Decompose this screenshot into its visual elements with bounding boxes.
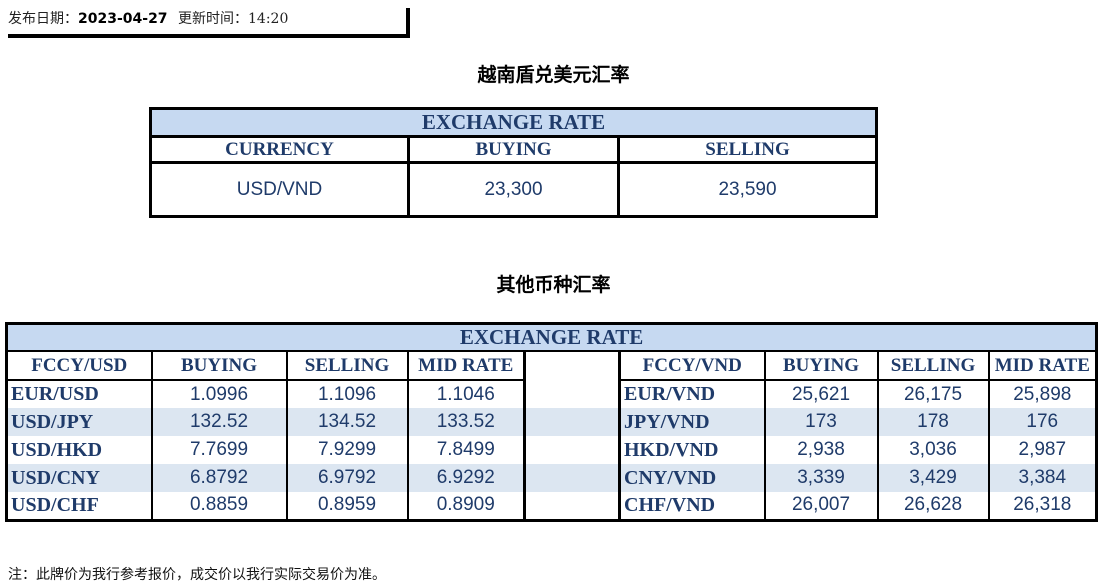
mid-rate-cell: 25,898 — [987, 380, 1099, 408]
spacer-cell — [523, 436, 621, 464]
buying-cell: 2,938 — [763, 436, 879, 464]
buying-cell: 0.8859 — [150, 492, 288, 522]
other-currencies-table: EXCHANGE RATE FCCY/USD BUYING SELLING MI… — [4, 322, 1099, 522]
mid-rate-cell: 133.52 — [406, 408, 526, 436]
column-header: BUYING — [150, 350, 288, 381]
mid-rate-cell: 0.8909 — [406, 492, 526, 522]
selling-cell: 26,628 — [876, 492, 990, 522]
pair-cell: CNY/VND — [618, 464, 766, 492]
spacer-cell — [523, 492, 621, 522]
mid-rate-cell: 7.8499 — [406, 436, 526, 464]
pair-cell: USD/HKD — [5, 436, 153, 464]
pair-cell: EUR/VND — [618, 380, 766, 408]
selling-cell: 3,429 — [876, 464, 990, 492]
selling-cell: 7.9299 — [285, 436, 409, 464]
selling-cell: 134.52 — [285, 408, 409, 436]
pair-cell: EUR/USD — [5, 380, 153, 408]
column-header: SELLING — [285, 350, 409, 381]
buying-cell: 173 — [763, 408, 879, 436]
spacer-cell — [523, 380, 621, 408]
table-row: USD/HKD 7.7699 7.9299 7.8499 HKD/VND 2,938 3,0… — [5, 436, 1099, 464]
column-header: FCCY/VND — [618, 350, 766, 381]
table-caption: EXCHANGE RATE — [4, 322, 1099, 352]
selling-cell: 6.9792 — [285, 464, 409, 492]
update-time-label: 更新时间： — [178, 11, 249, 27]
currency-cell: USD/VND — [149, 161, 410, 218]
buying-cell: 7.7699 — [150, 436, 288, 464]
selling-cell: 3,036 — [876, 436, 990, 464]
buying-cell: 26,007 — [763, 492, 879, 522]
table-row: USD/CNY 6.8792 6.9792 6.9292 CNY/VND 3,339 3,4… — [5, 464, 1099, 492]
pair-cell: USD/CNY — [5, 464, 153, 492]
selling-cell: 178 — [876, 408, 990, 436]
buying-cell: 23,300 — [407, 161, 620, 218]
vnd-usd-title: 越南盾兑美元汇率 — [477, 64, 630, 86]
selling-cell: 0.8959 — [285, 492, 409, 522]
publish-date-label: 发布日期： — [8, 11, 78, 27]
column-header: BUYING — [407, 135, 620, 164]
spacer-cell — [523, 408, 621, 436]
column-header: SELLING — [616, 135, 879, 164]
mid-rate-cell: 176 — [987, 408, 1099, 436]
column-header: SELLING — [876, 350, 990, 381]
column-header: MID RATE — [406, 350, 526, 381]
spacer-cell — [523, 464, 621, 492]
selling-cell: 1.1096 — [285, 380, 409, 408]
disclaimer-note: 注：此牌价为我行参考报价，成交价以我行实际交易价为准。 — [8, 567, 386, 583]
table-row: EUR/USD 1.0996 1.1096 1.1046 EUR/VND 25,621 26… — [5, 380, 1099, 408]
publish-info-bar: 发布日期：2023-04-27 更新时间：14:20 — [8, 8, 410, 38]
pair-cell: HKD/VND — [618, 436, 766, 464]
pair-cell: JPY/VND — [618, 408, 766, 436]
usd-vnd-table: EXCHANGE RATE CURRENCY BUYING SELLING US… — [148, 107, 879, 218]
mid-rate-cell: 3,384 — [987, 464, 1099, 492]
other-currencies-title: 其他币种汇率 — [496, 274, 611, 296]
buying-cell: 132.52 — [150, 408, 288, 436]
mid-rate-cell: 1.1046 — [406, 380, 526, 408]
spacer-cell — [523, 350, 621, 380]
table-row: USD/CHF 0.8859 0.8959 0.8909 CHF/VND 26,007 26… — [5, 492, 1099, 522]
publish-date: 2023-04-27 — [78, 11, 168, 27]
column-header: BUYING — [763, 350, 879, 381]
selling-cell: 23,590 — [616, 161, 879, 218]
buying-cell: 6.8792 — [150, 464, 288, 492]
pair-cell: USD/JPY — [5, 408, 153, 436]
table-row: USD/JPY 132.52 134.52 133.52 JPY/VND 173 178 17… — [5, 408, 1099, 436]
pair-cell: USD/CHF — [5, 492, 153, 522]
buying-cell: 1.0996 — [150, 380, 288, 408]
selling-cell: 26,175 — [876, 380, 990, 408]
mid-rate-cell: 6.9292 — [406, 464, 526, 492]
buying-cell: 25,621 — [763, 380, 879, 408]
column-header: FCCY/USD — [5, 350, 153, 381]
column-header: CURRENCY — [149, 135, 410, 164]
pair-cell: CHF/VND — [618, 492, 766, 522]
table-caption: EXCHANGE RATE — [148, 107, 879, 138]
buying-cell: 3,339 — [763, 464, 879, 492]
update-time: 14:20 — [248, 11, 289, 27]
mid-rate-cell: 2,987 — [987, 436, 1099, 464]
column-header: MID RATE — [987, 350, 1099, 381]
mid-rate-cell: 26,318 — [987, 492, 1099, 522]
